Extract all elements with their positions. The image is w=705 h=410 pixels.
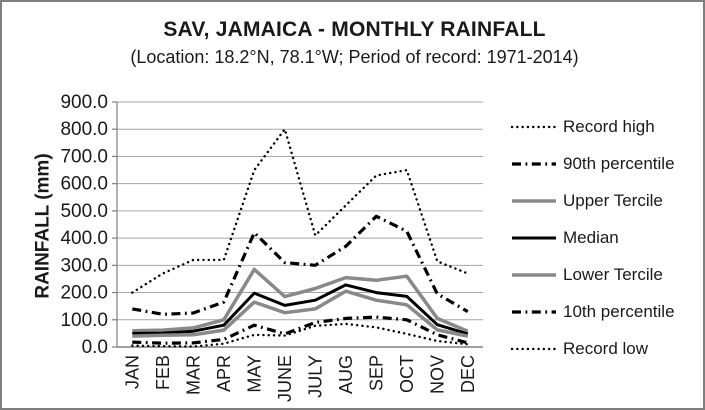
x-tick-label: JUNE [275,355,295,402]
chart-subtitle: (Location: 18.2°N, 78.1°W; Period of rec… [130,47,579,67]
legend-item-90th-percentile: 90th percentile [510,145,675,182]
series-line-10th-percentile [132,315,469,345]
series-line-record-low [131,322,469,348]
x-tick-label: AUG [336,355,356,394]
series-line-upper-tercile [132,267,469,333]
series-line-record-high [131,127,469,294]
series-line-median [132,283,469,336]
legend-label: Median [563,227,619,247]
x-tick-label: SEP [366,355,386,391]
legend-label: 90th percentile [563,153,675,173]
legend-line-icon [512,309,556,314]
x-tick-label: MAR [183,355,203,395]
legend-line-icon [510,125,558,128]
x-tick-label: JAN [122,355,142,389]
y-axis-label: RAINFALL (mm) [32,153,54,299]
legend-line-icon [510,347,558,350]
legend-item-record-high: Record high [510,108,675,145]
y-tick-label: 600.0 [60,174,108,195]
y-tick-label: 800.0 [60,119,108,140]
legend-label: Record high [563,116,655,136]
x-tick-label: FEB [153,355,173,390]
legend-item-lower-tercile: Lower Tercile [510,256,675,293]
y-tick-label: 900.0 [60,92,108,113]
legend-line-icon [512,161,556,166]
x-tick-label: JULY [305,355,325,398]
legend-label: 10th percentile [563,301,675,321]
legend-line-icon [512,236,556,239]
y-tick-label: 200.0 [60,283,108,304]
x-tick-label: NOV [427,355,447,394]
legend-item-upper-tercile: Upper Tercile [510,182,675,219]
y-tick-label: 100.0 [60,310,108,331]
legend-item-record-low: Record low [510,330,675,367]
chart-title: SAV, JAMAICA - MONTHLY RAINFALL [163,18,546,41]
y-tick-label: 700.0 [60,146,108,167]
legend-line-icon [512,272,556,277]
series-line-lower-tercile [132,289,469,338]
x-tick-label: APR [214,355,234,392]
y-tick-label: 300.0 [60,255,108,276]
y-tick-label: 400.0 [60,228,108,249]
legend-label: Lower Tercile [563,264,663,284]
legend-item-median: Median [510,219,675,256]
legend-line-icon [512,198,556,203]
legend: Record high 90th percentile Upper Tercil… [510,108,675,367]
x-tick-label: MAY [244,355,264,393]
y-tick-label: 0.0 [82,337,108,358]
legend-label: Record low [563,338,649,358]
y-tick-label: 500.0 [60,201,108,222]
legend-label: Upper Tercile [563,190,663,210]
x-tick-label: DEC [458,355,478,393]
legend-item-10th-percentile: 10th percentile [510,293,675,330]
x-tick-label: OCT [397,355,417,393]
